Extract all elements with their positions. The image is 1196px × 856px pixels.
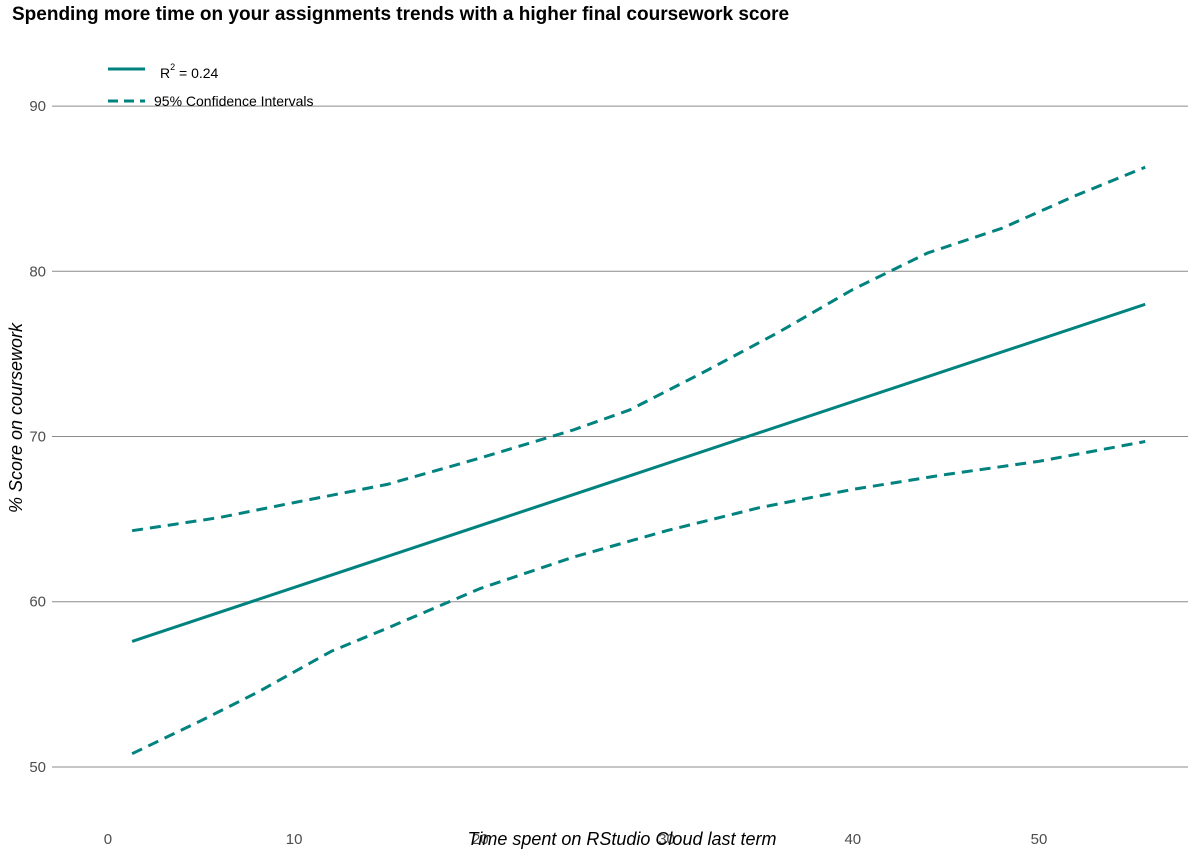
y-tick-label: 60 <box>29 594 46 611</box>
x-axis-title: Time spent on RStudio Cloud last term <box>468 829 777 849</box>
x-tick-label: 0 <box>104 831 112 848</box>
ci-upper-line <box>131 165 1146 533</box>
y-tick-label: 90 <box>29 98 46 115</box>
legend-label-r2: R2 = 0.24 <box>160 62 219 81</box>
regression-line <box>131 302 1146 643</box>
y-tick-label: 80 <box>29 263 46 280</box>
legend: R2 = 0.24 95% Confidence Intervals <box>108 62 314 109</box>
x-tick-label: 50 <box>1031 831 1048 848</box>
x-tick-label: 20 <box>472 831 489 848</box>
y-axis-ticks: 50 60 70 80 90 <box>29 98 46 776</box>
y-axis-title: % Score on coursework <box>6 322 26 513</box>
y-tick-label: 50 <box>29 759 46 776</box>
gridlines <box>52 105 1188 768</box>
x-tick-label: 40 <box>844 831 861 848</box>
x-axis-ticks: 0 10 20 30 40 50 <box>104 831 1048 848</box>
y-tick-label: 70 <box>29 429 46 446</box>
ci-lower-line <box>131 440 1146 756</box>
x-tick-label: 30 <box>658 831 675 848</box>
chart-title: Spending more time on your assignments t… <box>12 4 790 25</box>
series-lines <box>131 165 1146 756</box>
x-tick-label: 10 <box>286 831 303 848</box>
legend-label-ci: 95% Confidence Intervals <box>154 93 314 109</box>
